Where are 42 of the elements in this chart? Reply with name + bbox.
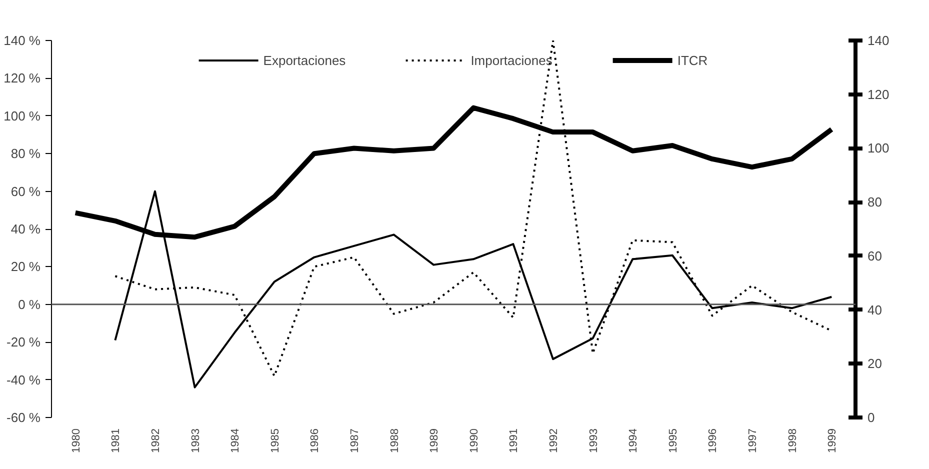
x-tick-label: 1997 — [747, 428, 760, 453]
x-tick-label: 1991 — [508, 428, 520, 453]
y-tick-label: -20 % — [6, 334, 41, 350]
y2-tick-label: 40 — [868, 302, 882, 318]
x-tick-label: 1982 — [150, 428, 162, 453]
legend-label: ITCR — [677, 52, 708, 68]
y2-tick-label: 140 — [868, 33, 890, 48]
y-tick-label: 100 % — [4, 108, 41, 124]
x-tick-label: 1992 — [548, 428, 560, 453]
x-tick-label: 1990 — [468, 428, 480, 453]
x-tick-label: 1984 — [230, 428, 242, 453]
legend-label: Exportaciones — [263, 52, 346, 68]
y-tick-label: 140 % — [4, 33, 41, 48]
x-tick-label: 1993 — [588, 428, 600, 453]
y2-tick-label: 0 — [868, 410, 875, 425]
legend-label: Importaciones — [470, 52, 552, 68]
x-tick-label: 1986 — [309, 428, 322, 453]
x-tick-label: 1987 — [348, 428, 361, 453]
y-tick-label: 40 % — [10, 222, 41, 236]
x-tick-label: 1980 — [70, 428, 82, 453]
x-tick-label: 1989 — [428, 428, 441, 453]
y-tick-label: 0 % — [18, 296, 41, 312]
x-tick-label: 1988 — [388, 428, 401, 453]
y2-tick-label: 80 — [868, 194, 882, 210]
x-tick-label: 1994 — [628, 428, 640, 453]
x-tick-label: 1995 — [667, 428, 680, 453]
x-tick-label: 1999 — [826, 428, 839, 453]
x-tick-label: 1985 — [269, 428, 282, 453]
x-tick-label: 1996 — [707, 428, 720, 453]
x-tick-label: 1983 — [190, 428, 202, 453]
y2-tick-label: 120 — [868, 86, 890, 102]
y-tick-label: -60 % — [6, 410, 41, 425]
y-tick-label: 80 % — [10, 146, 41, 162]
y-tick-label: -40 % — [6, 372, 41, 388]
y2-tick-label: 60 — [868, 248, 882, 264]
y2-tick-label: 100 — [868, 140, 890, 156]
y2-tick-label: 20 — [868, 356, 882, 372]
y-tick-label: 60 % — [10, 184, 41, 199]
y-tick-label: 20 % — [10, 259, 41, 274]
y-tick-label: 120 % — [4, 70, 41, 86]
x-tick-label: 1981 — [110, 428, 122, 453]
x-tick-label: 1998 — [786, 428, 799, 453]
